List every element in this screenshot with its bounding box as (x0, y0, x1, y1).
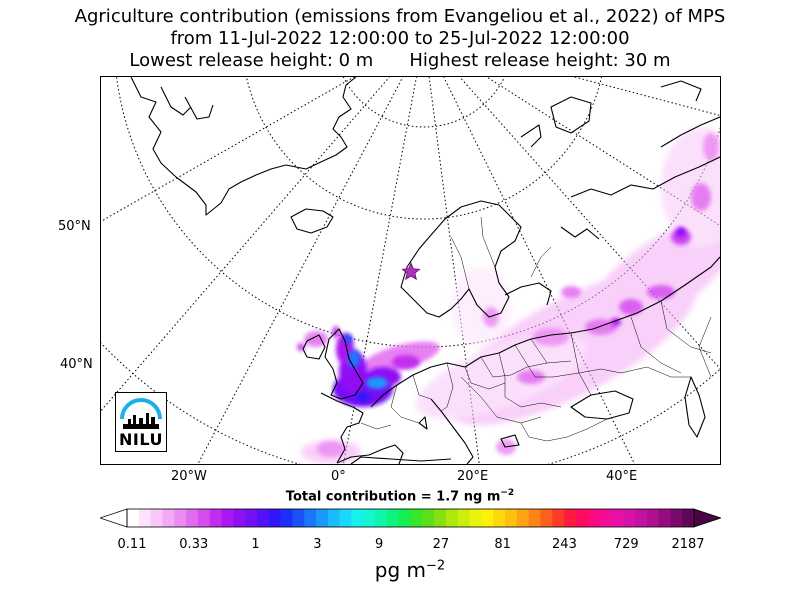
colorbar-cell (256, 509, 270, 527)
colorbar-cell (209, 509, 223, 527)
colorbar-tick-label: 2187 (671, 537, 705, 552)
colorbar-cell (422, 509, 435, 527)
colorbar-cell (351, 509, 364, 527)
release-site-star-icon (401, 261, 421, 281)
colorbar-tick-label: 729 (613, 537, 639, 552)
highest-release-height: Highest release height: 30 m (409, 50, 671, 71)
colorbar-cell (552, 509, 565, 527)
colorbar-tick-label: 243 (552, 537, 577, 552)
unit-text: pg m (374, 558, 427, 582)
colorbar-tick-label: 0.33 (179, 537, 209, 552)
total-contribution: Total contribution = 1.7 ng m−2 (0, 488, 800, 504)
lon-label-20w: 20°W (171, 469, 207, 484)
colorbar-cell (316, 509, 329, 527)
lon-label-0: 0° (331, 469, 346, 484)
colorbar-cell (398, 509, 412, 527)
colorbar-cell (646, 509, 660, 527)
colorbar-cell (682, 509, 695, 527)
coastlines (130, 77, 720, 464)
colorbar-outline (126, 508, 695, 528)
colorbar-cell (162, 509, 175, 527)
total-contribution-text: Total contribution = 1.7 ng m (285, 489, 501, 505)
colorbar-cell (457, 509, 471, 527)
concentration-field (297, 127, 720, 464)
colorbar-cell (611, 509, 624, 527)
colorbar-cell (268, 509, 282, 527)
colorbar-cell (375, 509, 388, 527)
colorbar-extend-left (100, 508, 128, 528)
colorbar-cell (127, 509, 140, 527)
map-frame (100, 76, 721, 465)
colorbar-cell (150, 509, 164, 527)
colorbar-cell (587, 509, 601, 527)
colorbar-cell (658, 509, 671, 527)
colorbar (100, 508, 721, 528)
colorbar-cell (292, 509, 305, 527)
lat-label-50n: 50°N (58, 219, 91, 234)
colorbar-cell (410, 509, 423, 527)
total-contribution-exponent: −2 (500, 488, 515, 498)
colorbar-tick-label: 0.11 (117, 537, 147, 552)
colorbar-cell (386, 509, 400, 527)
colorbar-cell (493, 509, 506, 527)
colorbar-cell (505, 509, 518, 527)
colorbar-cell (516, 509, 530, 527)
nilu-logo-graphic (120, 398, 162, 429)
colorbar-cell (186, 509, 199, 527)
colorbar-cell (623, 509, 636, 527)
colorbar-cell (138, 509, 152, 527)
colorbar-tick-label: 1 (251, 537, 260, 552)
colorbar-cell (245, 509, 258, 527)
colorbar-tick-label: 27 (432, 537, 450, 552)
colorbar-cell (280, 509, 293, 527)
colorbar-cell (174, 509, 187, 527)
colorbar-cell (528, 509, 542, 527)
colorbar-cell (363, 509, 376, 527)
colorbar-cell (634, 509, 648, 527)
colorbar-cell (233, 509, 246, 527)
colorbar-cell (327, 509, 341, 527)
plot-title-line1: Agriculture contribution (emissions from… (74, 6, 726, 27)
colorbar-cell (445, 509, 459, 527)
lon-label-40e: 40°E (606, 469, 638, 484)
lowest-release-height: Lowest release height: 0 m (129, 50, 374, 71)
lat-label-40n: 40°N (60, 357, 93, 372)
colorbar-tick-label: 9 (374, 537, 384, 552)
colorbar-cell (434, 509, 447, 527)
colorbar-cells (127, 509, 695, 527)
colorbar-cell (469, 509, 482, 527)
nilu-logo-text: NILU (119, 430, 163, 449)
colorbar-cell (197, 509, 211, 527)
colorbar-unit-label: pg m−2 (0, 558, 800, 582)
unit-exponent: −2 (426, 558, 446, 574)
colorbar-cell (339, 509, 353, 527)
colorbar-extend-right (693, 508, 721, 528)
colorbar-cell (670, 509, 683, 527)
colorbar-cell (304, 509, 317, 527)
map-svg (101, 77, 720, 464)
nilu-logo: NILU (115, 392, 167, 452)
colorbar-cell (221, 509, 234, 527)
colorbar-cell (540, 509, 553, 527)
colorbar-tick-label: 81 (494, 537, 511, 552)
colorbar-cell (481, 509, 494, 527)
lon-label-20e: 20°E (457, 469, 489, 484)
plot-title-line3: Lowest release height: 0 m Highest releas… (0, 50, 800, 71)
plot-title-line2: from 11-Jul-2022 12:00:00 to 25-Jul-2022… (170, 28, 630, 49)
country-borders (360, 216, 712, 442)
colorbar-cell (564, 509, 577, 527)
colorbar-tick-label: 3 (313, 537, 322, 552)
colorbar-cell (599, 509, 612, 527)
colorbar-cell (575, 509, 589, 527)
